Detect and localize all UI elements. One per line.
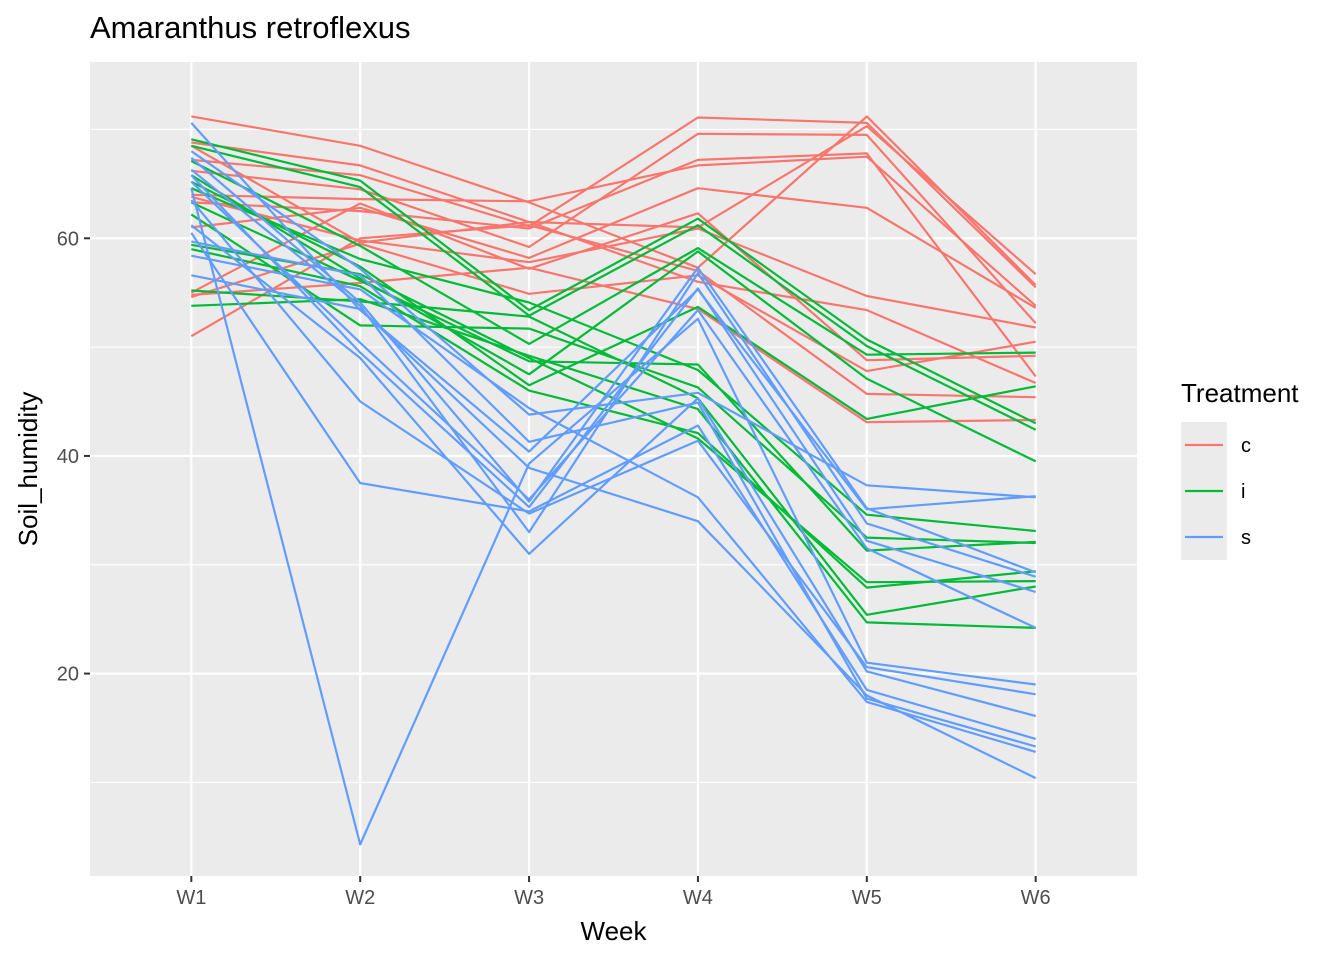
series-line-i xyxy=(190,174,1037,463)
series-line-c xyxy=(191,195,1036,329)
series-line-c xyxy=(191,115,1037,286)
series-line-i xyxy=(191,144,1037,431)
x-tick-label: W6 xyxy=(1021,887,1051,909)
y-axis-title: Soil_humidity xyxy=(13,392,43,547)
x-axis-title: Week xyxy=(581,916,648,946)
x-tick-label: W5 xyxy=(852,887,882,909)
legend-keys: c i s xyxy=(1181,422,1251,560)
series-line-i xyxy=(191,298,1036,629)
series-line-s xyxy=(191,240,1037,748)
series-line-i xyxy=(190,180,1036,420)
series-line-c xyxy=(191,152,1037,378)
series-line-c xyxy=(191,132,1037,324)
legend-label: s xyxy=(1241,527,1251,549)
chart-title: Amaranthus retroflexus xyxy=(90,10,410,45)
series-line-s xyxy=(191,274,1037,780)
legend-label: c xyxy=(1241,435,1251,457)
series-line-s xyxy=(190,224,1036,718)
y-tick-label: 40 xyxy=(57,446,79,468)
y-tick-label: 20 xyxy=(57,664,79,686)
series-line-i xyxy=(190,187,1036,533)
series-line-s xyxy=(190,174,1037,594)
series-line-c xyxy=(191,187,1037,309)
legend-label: i xyxy=(1241,481,1245,503)
series-line-s xyxy=(190,180,1037,629)
series-line-s xyxy=(190,156,1037,574)
series-line-s xyxy=(190,232,1037,740)
legend-title: Treatment xyxy=(1181,378,1299,408)
x-tick-label: W1 xyxy=(176,887,206,909)
x-axis: W1 W2 W3 W4 W5 W6 xyxy=(176,876,1051,909)
x-tick-label: W4 xyxy=(683,887,713,909)
series-line-s xyxy=(190,187,1036,846)
series-line-c xyxy=(191,155,1037,307)
series-line-c xyxy=(190,144,1037,385)
series-line-c xyxy=(190,224,1036,399)
series-line-i xyxy=(190,160,1036,356)
x-tick-label: W2 xyxy=(345,887,375,909)
x-tick-label: W3 xyxy=(514,887,544,909)
legend: Treatment c i s xyxy=(1181,378,1299,560)
y-axis: 20 40 60 xyxy=(57,228,90,686)
series-lines xyxy=(190,115,1037,846)
y-tick-label: 60 xyxy=(57,228,79,250)
